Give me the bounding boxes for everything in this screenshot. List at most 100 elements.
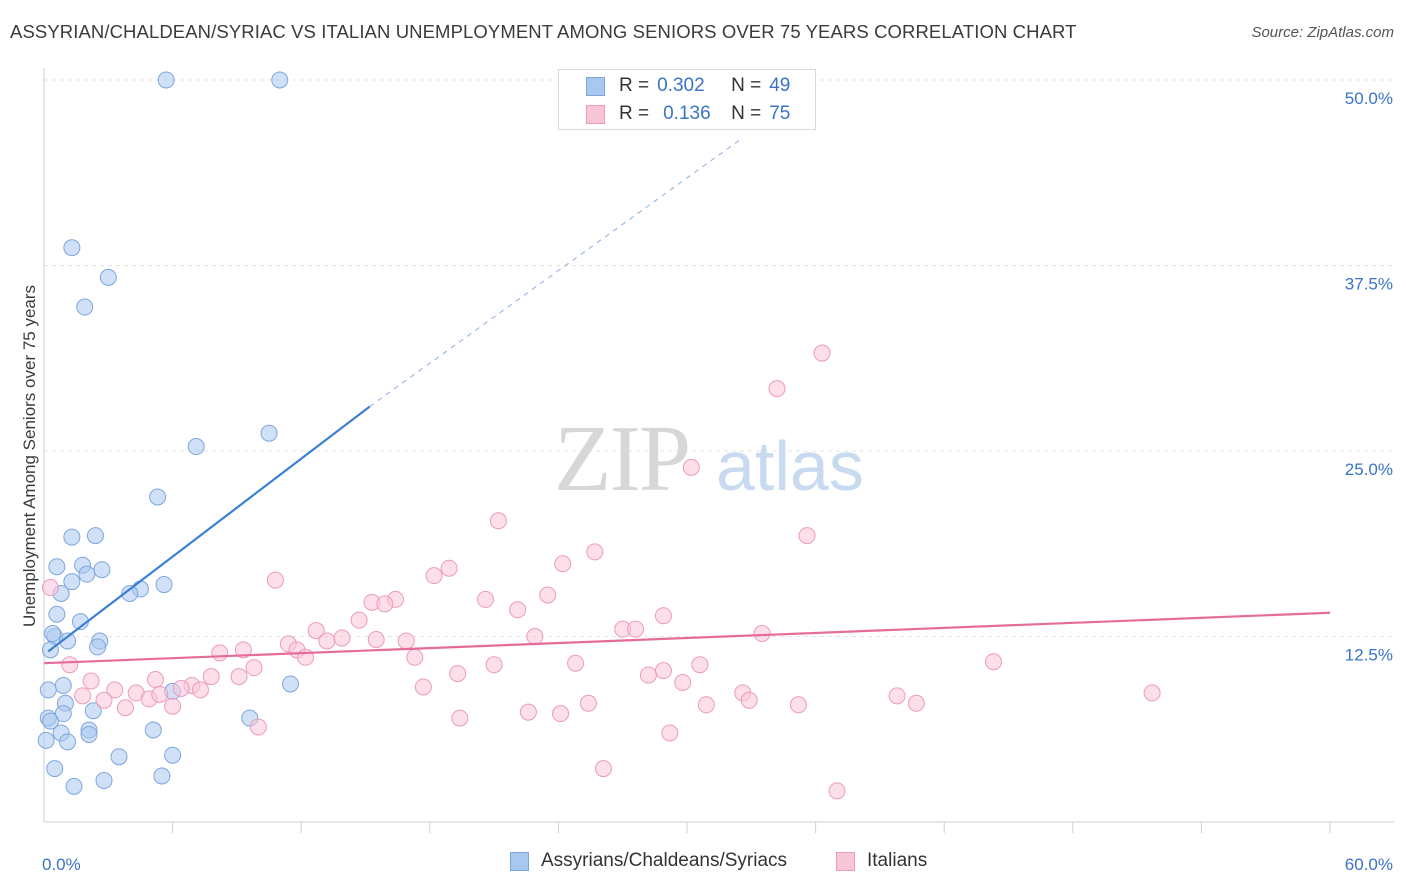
legend-n-value: 75 xyxy=(769,103,791,124)
data-point-assyrian xyxy=(93,561,111,579)
legend-n-label: N = xyxy=(731,103,762,124)
data-point-italian xyxy=(477,590,495,608)
chart-title: ASSYRIAN/CHALDEAN/SYRIAC VS ITALIAN UNEM… xyxy=(10,21,1077,42)
trend-line-assyrian xyxy=(47,405,371,653)
data-point-assyrian xyxy=(155,576,173,594)
legend-label-assyrian: Assyrians/Chaldeans/Syriacs xyxy=(541,850,788,871)
watermark: ZIP atlas xyxy=(554,407,864,511)
data-point-italian xyxy=(211,644,229,662)
data-point-italian xyxy=(753,625,771,643)
data-point-italian xyxy=(567,654,585,672)
data-point-italian xyxy=(146,671,164,689)
data-point-assyrian xyxy=(271,71,289,89)
data-point-italian xyxy=(164,697,182,715)
x-tick-label: 60.0% xyxy=(1345,855,1393,874)
data-point-assyrian xyxy=(80,725,98,743)
data-point-italian xyxy=(172,679,190,697)
data-point-assyrian xyxy=(48,558,66,576)
data-point-assyrian xyxy=(76,298,94,316)
data-point-assyrian xyxy=(121,584,139,602)
y-tick-label: 12.5% xyxy=(1345,646,1393,665)
data-point-assyrian xyxy=(149,488,167,506)
legend-r-value: 0.302 xyxy=(657,75,705,96)
trend-lines xyxy=(43,138,1331,665)
series-legend: Assyrians/Chaldeans/Syriacs Italians xyxy=(0,850,1406,880)
series-italian-points xyxy=(41,344,1161,800)
data-point-assyrian xyxy=(63,573,81,591)
data-point-italian xyxy=(116,699,134,717)
data-point-italian xyxy=(451,709,469,727)
data-point-italian xyxy=(519,703,537,721)
y-tick-label: 25.0% xyxy=(1345,460,1393,479)
data-point-italian xyxy=(230,668,248,686)
y-tick-label: 50.0% xyxy=(1345,89,1393,108)
data-point-italian xyxy=(367,630,385,648)
legend-item-italian[interactable]: Italians xyxy=(836,850,927,872)
data-point-italian xyxy=(74,687,92,705)
data-point-italian xyxy=(61,656,79,674)
data-point-italian xyxy=(191,681,209,699)
data-point-italian xyxy=(674,674,692,692)
y-tick-label: 37.5% xyxy=(1345,275,1393,294)
data-point-assyrian xyxy=(153,767,171,785)
data-point-assyrian xyxy=(84,702,102,720)
data-point-italian xyxy=(82,672,100,690)
data-point-italian xyxy=(350,611,368,629)
data-point-italian xyxy=(106,681,124,699)
data-point-assyrian xyxy=(46,760,64,778)
data-point-italian xyxy=(740,691,758,709)
data-point-italian xyxy=(449,665,467,683)
tick-labels: 12.5% 25.0% 37.5% 50.0% 0.0% 60.0% xyxy=(42,89,1393,874)
trend-line-assyrian-extension xyxy=(369,138,741,407)
correlation-legend: R = 0.302 N = 49 R = 0.136 N = 75 xyxy=(558,69,816,130)
data-point-italian xyxy=(307,622,325,640)
data-point-italian xyxy=(333,629,351,647)
data-point-italian xyxy=(440,559,458,577)
data-point-italian xyxy=(554,555,572,573)
legend-n-label: N = xyxy=(731,75,762,96)
data-point-italian xyxy=(907,694,925,712)
source-label: Source: ZipAtlas.com xyxy=(1251,24,1394,41)
data-point-italian xyxy=(798,527,816,545)
data-point-italian xyxy=(41,579,59,597)
data-point-assyrian xyxy=(48,605,66,623)
data-point-italian xyxy=(376,595,394,613)
data-point-italian xyxy=(151,685,169,703)
data-point-assyrian xyxy=(37,731,55,749)
data-point-italian xyxy=(539,586,557,604)
data-point-italian xyxy=(639,666,657,684)
data-point-italian xyxy=(489,512,507,530)
data-point-italian xyxy=(414,678,432,696)
data-point-italian xyxy=(579,694,597,712)
data-point-italian xyxy=(485,656,503,674)
data-point-assyrian xyxy=(95,771,113,789)
data-point-italian xyxy=(789,696,807,714)
data-point-assyrian xyxy=(281,675,299,693)
data-point-assyrian xyxy=(44,625,62,643)
watermark-atlas: atlas xyxy=(716,427,864,505)
data-point-assyrian xyxy=(63,528,81,546)
data-point-assyrian xyxy=(260,424,278,442)
data-point-italian xyxy=(552,705,570,723)
legend-label-italian: Italians xyxy=(867,850,928,871)
data-point-italian xyxy=(425,567,443,585)
data-point-assyrian xyxy=(63,239,81,257)
data-point-italian xyxy=(654,662,672,680)
data-point-italian xyxy=(202,668,220,686)
data-point-italian xyxy=(984,653,1002,671)
data-point-assyrian xyxy=(59,733,77,751)
data-point-italian xyxy=(526,628,544,645)
watermark-zip: ZIP xyxy=(554,407,689,511)
legend-row-italian: R = 0.136 N = 75 xyxy=(586,101,791,127)
legend-item-assyrian[interactable]: Assyrians/Chaldeans/Syriacs xyxy=(510,850,787,872)
data-point-italian xyxy=(1143,684,1161,702)
data-point-italian xyxy=(691,656,709,674)
data-point-assyrian xyxy=(39,681,57,699)
data-point-italian xyxy=(318,632,336,650)
data-point-italian xyxy=(697,696,715,714)
legend-swatch-italian xyxy=(586,104,605,124)
legend-r-label: R = xyxy=(619,103,650,124)
data-point-italian xyxy=(828,782,846,800)
data-point-italian xyxy=(397,632,415,650)
